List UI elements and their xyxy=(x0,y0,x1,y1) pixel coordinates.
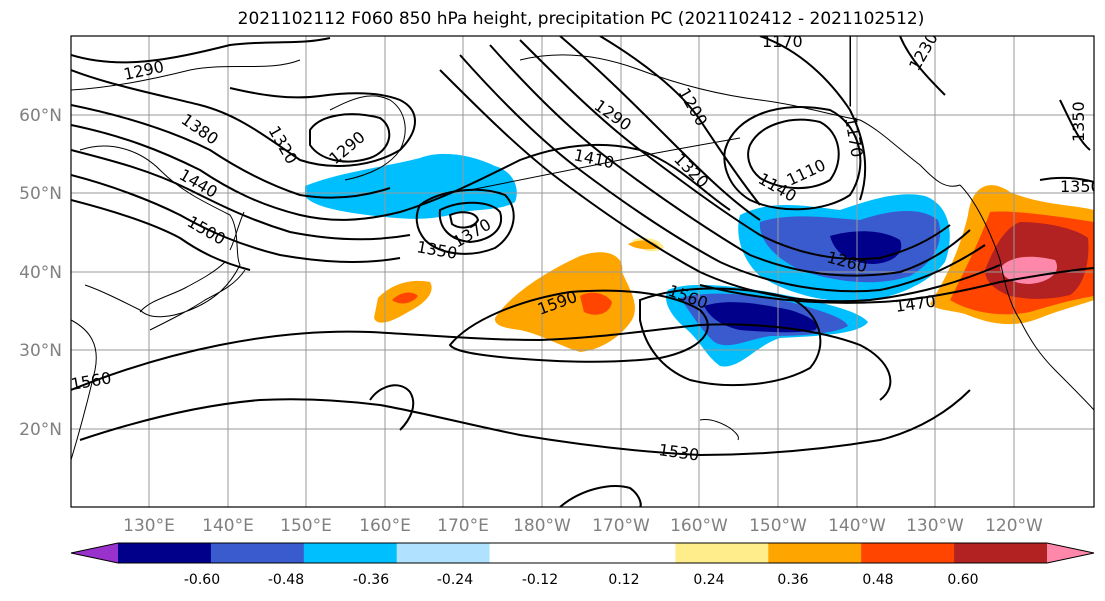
colorbar-segment xyxy=(489,543,583,563)
border-canada-us xyxy=(849,36,851,107)
coast-aleutians xyxy=(469,137,741,191)
lat-tick-label: 20°N xyxy=(19,420,62,440)
contour-low-1350 xyxy=(415,188,515,255)
colorbar-tick-label: -0.24 xyxy=(437,572,473,588)
contour-high-1560 xyxy=(639,287,822,387)
height-contours xyxy=(71,36,1094,507)
lon-tick-label: 120°W xyxy=(985,516,1043,536)
colorbar-extend-max xyxy=(1047,543,1094,563)
precip-shade-c-orange xyxy=(494,252,635,352)
colorbar-segment xyxy=(954,543,1048,563)
map-frame xyxy=(70,35,1095,508)
contour-1290-top xyxy=(71,37,331,64)
coast-asia xyxy=(71,59,301,461)
colorbar xyxy=(70,542,1095,564)
lon-tick-label: 170°W xyxy=(592,516,650,536)
graticule xyxy=(71,36,1094,507)
colorbar-extend-min xyxy=(71,543,118,563)
contour-low-ne-1110 xyxy=(747,118,840,190)
contour-1530-low xyxy=(559,485,642,507)
contour-label: 1350 xyxy=(1069,101,1088,142)
contour-label: 1350 xyxy=(1060,177,1101,196)
colorbar-tick-label: 0.24 xyxy=(693,572,724,588)
colorbar-tick-label: 0.48 xyxy=(862,572,893,588)
colorbar-segment xyxy=(675,543,769,563)
contour-1530 xyxy=(79,389,971,457)
contour-1170-a xyxy=(759,36,867,201)
lon-tick-label: 150°W xyxy=(749,516,807,536)
contour-1320 xyxy=(71,69,416,167)
lon-tick-label: 150°E xyxy=(280,516,332,536)
lat-tick-label: 60°N xyxy=(19,106,62,126)
lon-tick-label: 130°E xyxy=(123,516,175,536)
contour-1290-ring xyxy=(309,113,391,163)
contour-1350-main xyxy=(439,69,1001,303)
contour-1380 xyxy=(71,104,391,199)
contour-low-1370 xyxy=(438,201,503,244)
lon-tick-label: 140°W xyxy=(828,516,886,536)
colorbar-segment xyxy=(768,543,862,563)
lat-tick-label: 50°N xyxy=(19,184,62,204)
coastlines xyxy=(71,36,1094,461)
lon-tick-label: 130°W xyxy=(906,516,964,536)
contour-1350-ne xyxy=(1039,176,1094,183)
lon-tick-label: 170°E xyxy=(437,516,489,536)
colorbar-segment xyxy=(118,543,212,563)
map-plot-area: 1290 1380 1320 1290 1440 1500 1350 1370 … xyxy=(71,32,1101,507)
contour-1290-main xyxy=(489,44,971,277)
precip-shade-ne-deep xyxy=(830,231,902,264)
lon-tick-label: 140°E xyxy=(202,516,254,536)
map-title: 2021102112 F060 850 hPa height, precipit… xyxy=(237,9,925,29)
colorbar-tick-label: 0.60 xyxy=(947,572,978,588)
coast-namerica xyxy=(959,184,1094,411)
colorbar-segment xyxy=(582,543,676,563)
colorbar-tick-label: -0.12 xyxy=(522,572,558,588)
coast-kamchatka xyxy=(329,95,406,181)
colorbar-tick-labels: -0.60 -0.48 -0.36 -0.24 -0.12 0.12 0.24 … xyxy=(184,572,979,588)
contour-1530-bump xyxy=(369,384,415,431)
contour-label: 1170 xyxy=(762,32,803,51)
precip-shade-west-red xyxy=(392,292,418,304)
contour-1470-east xyxy=(699,267,1094,304)
contour-1440 xyxy=(71,149,411,241)
contour-1320-main xyxy=(459,54,986,293)
contour-1560 xyxy=(71,323,892,401)
contour-1230-ne xyxy=(899,36,946,96)
contour-1200 xyxy=(599,36,761,206)
colorbar-tick-label: -0.36 xyxy=(353,572,389,588)
contour-1590 xyxy=(448,289,709,363)
contour-1470 xyxy=(71,174,401,263)
contour-low-ne-1140 xyxy=(723,106,862,211)
precip-shade-c-red xyxy=(580,292,612,315)
lon-tick-label: 160°E xyxy=(359,516,411,536)
colorbar-segment xyxy=(210,543,305,563)
lat-tick-label: 40°N xyxy=(19,263,62,283)
contour-1260 xyxy=(519,39,951,261)
colorbar-segment xyxy=(861,543,955,563)
colorbar-outline xyxy=(70,542,1095,564)
lat-tick-labels: 60°N 50°N 40°N 30°N 20°N xyxy=(19,106,62,440)
contour-low-inner xyxy=(448,211,480,229)
colorbar-tick-label: 0.36 xyxy=(777,572,808,588)
lat-tick-label: 30°N xyxy=(19,341,62,361)
lon-tick-label: 180°W xyxy=(513,516,571,536)
colorbar-segment xyxy=(396,543,491,563)
colorbar-tick-label: -0.60 xyxy=(184,572,220,588)
colorbar-tick-label: 0.12 xyxy=(608,572,639,588)
colorbar-segment xyxy=(303,543,398,563)
lon-tick-labels: 130°E 140°E 150°E 160°E 170°E 180°W 170°… xyxy=(123,516,1043,536)
colorbar-tick-label: -0.48 xyxy=(268,572,304,588)
contour-1350-ne2 xyxy=(1059,99,1091,151)
coast-alaska xyxy=(519,54,961,187)
contour-1500 xyxy=(71,199,251,271)
coast-hawaii xyxy=(699,419,739,441)
lon-tick-label: 160°W xyxy=(670,516,728,536)
contour-1230 xyxy=(559,36,761,221)
